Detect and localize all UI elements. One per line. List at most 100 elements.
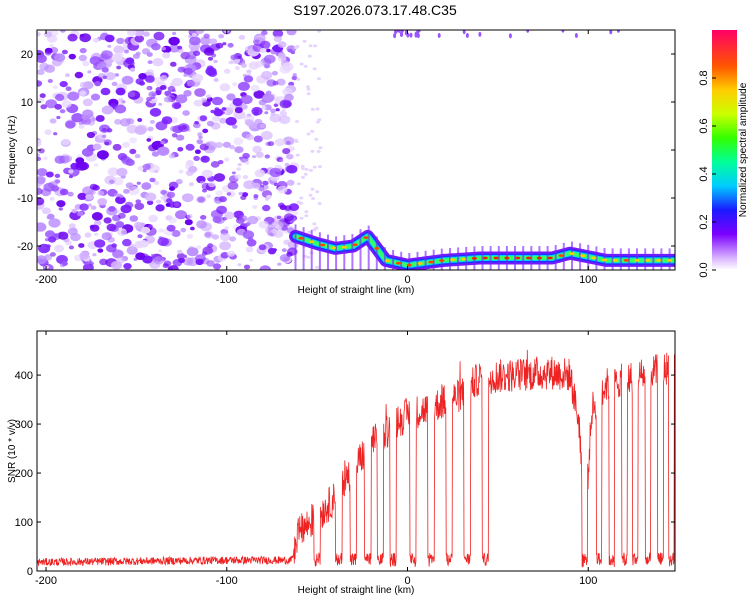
noise-blob	[271, 220, 284, 230]
noise-blob	[67, 33, 78, 42]
noise-blob	[100, 50, 113, 60]
noise-blob	[186, 214, 193, 219]
colorbar-tick-label: 0.2	[698, 214, 710, 229]
noise-blob	[158, 228, 164, 233]
noise-blob	[40, 104, 47, 110]
noise-blob	[134, 35, 145, 43]
noise-blob	[37, 54, 47, 63]
noise-blob	[134, 202, 145, 210]
noise-blob	[151, 43, 161, 51]
noise-blob	[310, 107, 315, 111]
noise-blob	[294, 120, 299, 123]
noise-blob	[299, 196, 304, 200]
noise-blob	[409, 32, 413, 38]
noise-blob	[171, 102, 182, 110]
noise-blob	[48, 236, 57, 243]
noise-blob	[219, 83, 231, 92]
noise-blob	[303, 64, 308, 68]
noise-blob	[310, 129, 315, 133]
noise-blob	[121, 75, 134, 85]
noise-blob	[218, 196, 227, 203]
noise-blob	[177, 123, 190, 133]
noise-blob	[188, 30, 200, 35]
noise-blob	[217, 160, 224, 165]
noise-blob	[184, 219, 193, 226]
noise-blob	[243, 75, 254, 83]
noise-blob	[277, 52, 286, 59]
noise-blob	[149, 107, 162, 117]
ridge-core	[612, 259, 619, 262]
noise-blob	[258, 244, 267, 251]
noise-blob	[304, 210, 309, 214]
noise-blob	[153, 31, 165, 41]
noise-blob	[266, 229, 277, 237]
ridge-core	[504, 256, 510, 260]
figure-title: S197.2026.073.17.48.C35	[293, 2, 457, 18]
noise-blob	[310, 149, 315, 153]
snr-y-ticks: 0 100 200 300 400	[15, 370, 675, 578]
noise-blob	[278, 115, 291, 124]
noise-blob	[104, 34, 115, 43]
noise-blob	[126, 124, 138, 134]
noise-blob	[282, 87, 293, 96]
noise-blob	[190, 226, 195, 231]
noise-blob	[68, 169, 74, 174]
noise-blob	[306, 255, 311, 259]
noise-blob	[317, 77, 321, 81]
noise-blob	[178, 257, 185, 264]
noise-blob	[243, 264, 251, 270]
noise-blob	[94, 232, 99, 236]
noise-blob	[262, 180, 269, 186]
noise-blob	[182, 193, 194, 203]
noise-blob	[308, 168, 313, 172]
noise-blob	[199, 180, 205, 185]
spectrogram-ridge	[289, 224, 675, 270]
noise-blob	[437, 33, 441, 38]
noise-blob	[212, 216, 222, 224]
noise-blob	[304, 214, 309, 218]
noise-blob	[197, 132, 203, 137]
ridge-core	[645, 259, 651, 262]
y-tick-label: 400	[15, 370, 33, 382]
noise-blob	[211, 96, 223, 106]
noise-blob	[188, 182, 194, 187]
noise-blob	[201, 169, 213, 179]
noise-blob	[219, 117, 227, 124]
ridge-core	[439, 259, 445, 262]
noise-blob	[202, 128, 209, 134]
ridge-core	[493, 256, 499, 260]
noise-blob	[206, 65, 214, 71]
noise-blob	[243, 180, 256, 190]
noise-blob	[229, 145, 235, 150]
noise-blob	[37, 197, 45, 206]
noise-blob	[574, 33, 578, 38]
noise-blob	[150, 253, 155, 257]
snr-y-label: SNR (10 * v/v)	[7, 419, 18, 483]
x-tick-label: -100	[216, 274, 238, 286]
noise-blob	[213, 108, 224, 117]
noise-blob	[262, 204, 271, 212]
noise-blob	[134, 153, 141, 159]
noise-blob	[127, 91, 136, 98]
ridge-core	[526, 256, 532, 260]
ridge-core	[634, 259, 640, 262]
x-tick-label: -100	[216, 575, 238, 587]
noise-blob	[146, 96, 152, 102]
noise-blob	[300, 164, 305, 168]
noise-blob	[65, 120, 76, 129]
noise-blob	[49, 197, 55, 201]
noise-blob	[37, 153, 40, 157]
noise-blob	[169, 44, 180, 53]
noise-blob	[148, 144, 158, 152]
noise-blob	[101, 232, 112, 241]
noise-blob	[175, 210, 187, 220]
noise-blob	[91, 212, 103, 221]
noise-blob	[233, 137, 244, 146]
noise-blob	[272, 248, 277, 252]
noise-blob	[79, 251, 90, 260]
noise-blob	[182, 110, 190, 116]
noise-blob	[37, 69, 45, 76]
noise-blob	[115, 221, 125, 228]
ridge-core	[558, 254, 564, 257]
ridge-core	[482, 256, 488, 260]
